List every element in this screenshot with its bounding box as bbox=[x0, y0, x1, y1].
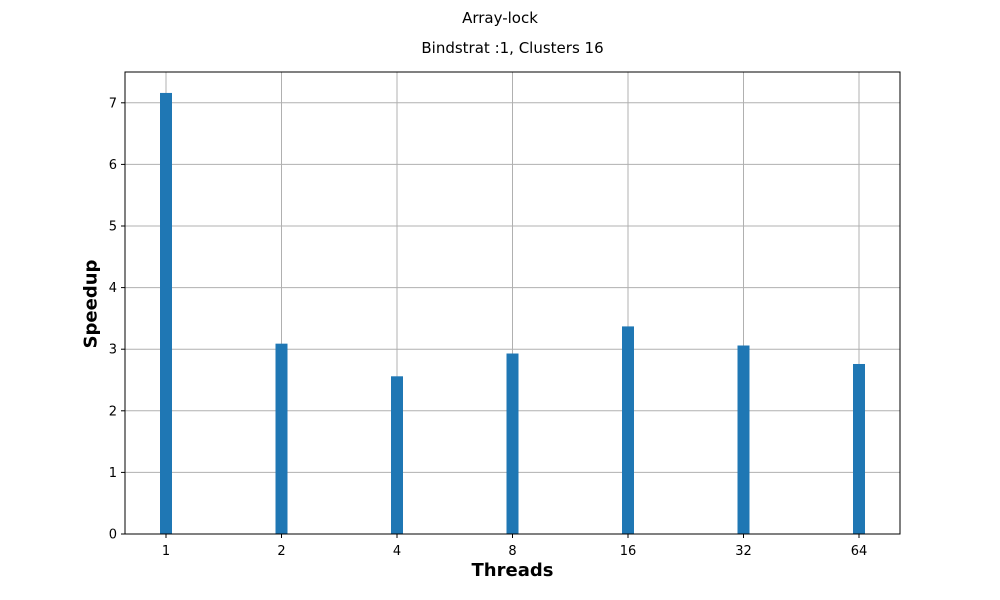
y-axis-label: Speedup bbox=[80, 259, 102, 349]
bar-threads-8 bbox=[506, 353, 519, 534]
x-tick-label: 16 bbox=[620, 544, 637, 559]
bar-threads-1 bbox=[160, 92, 172, 534]
axis-ticks: 0 1 2 3 4 5 6 7 1 2 4 8 16 32 64 bbox=[109, 96, 868, 559]
bar-threads-16 bbox=[622, 326, 634, 534]
bar-threads-64 bbox=[853, 363, 865, 534]
x-tick-label: 1 bbox=[162, 544, 170, 559]
y-tick-label: 5 bbox=[109, 220, 117, 235]
y-tick-label: 2 bbox=[109, 404, 117, 419]
x-tick-label: 32 bbox=[735, 544, 752, 559]
x-tick-label: 4 bbox=[393, 544, 401, 559]
bar-threads-2 bbox=[275, 343, 288, 534]
grid-lines bbox=[125, 72, 900, 535]
bar-threads-32 bbox=[737, 345, 750, 534]
chart-title: Bindstrat :1, Clusters 16 bbox=[421, 39, 604, 57]
bars bbox=[160, 92, 865, 534]
figure-suptitle: Array-lock bbox=[462, 9, 538, 27]
y-tick-label: 7 bbox=[109, 96, 117, 111]
y-tick-label: 6 bbox=[109, 158, 117, 173]
y-tick-label: 3 bbox=[109, 343, 117, 358]
bar-threads-4 bbox=[391, 376, 403, 534]
y-tick-label: 1 bbox=[109, 466, 117, 481]
y-tick-label: 0 bbox=[109, 528, 117, 543]
x-tick-label: 8 bbox=[508, 544, 516, 559]
x-axis-label: Threads bbox=[471, 560, 554, 581]
x-tick-label: 64 bbox=[851, 544, 868, 559]
x-tick-label: 2 bbox=[277, 544, 285, 559]
y-tick-label: 4 bbox=[109, 281, 117, 296]
